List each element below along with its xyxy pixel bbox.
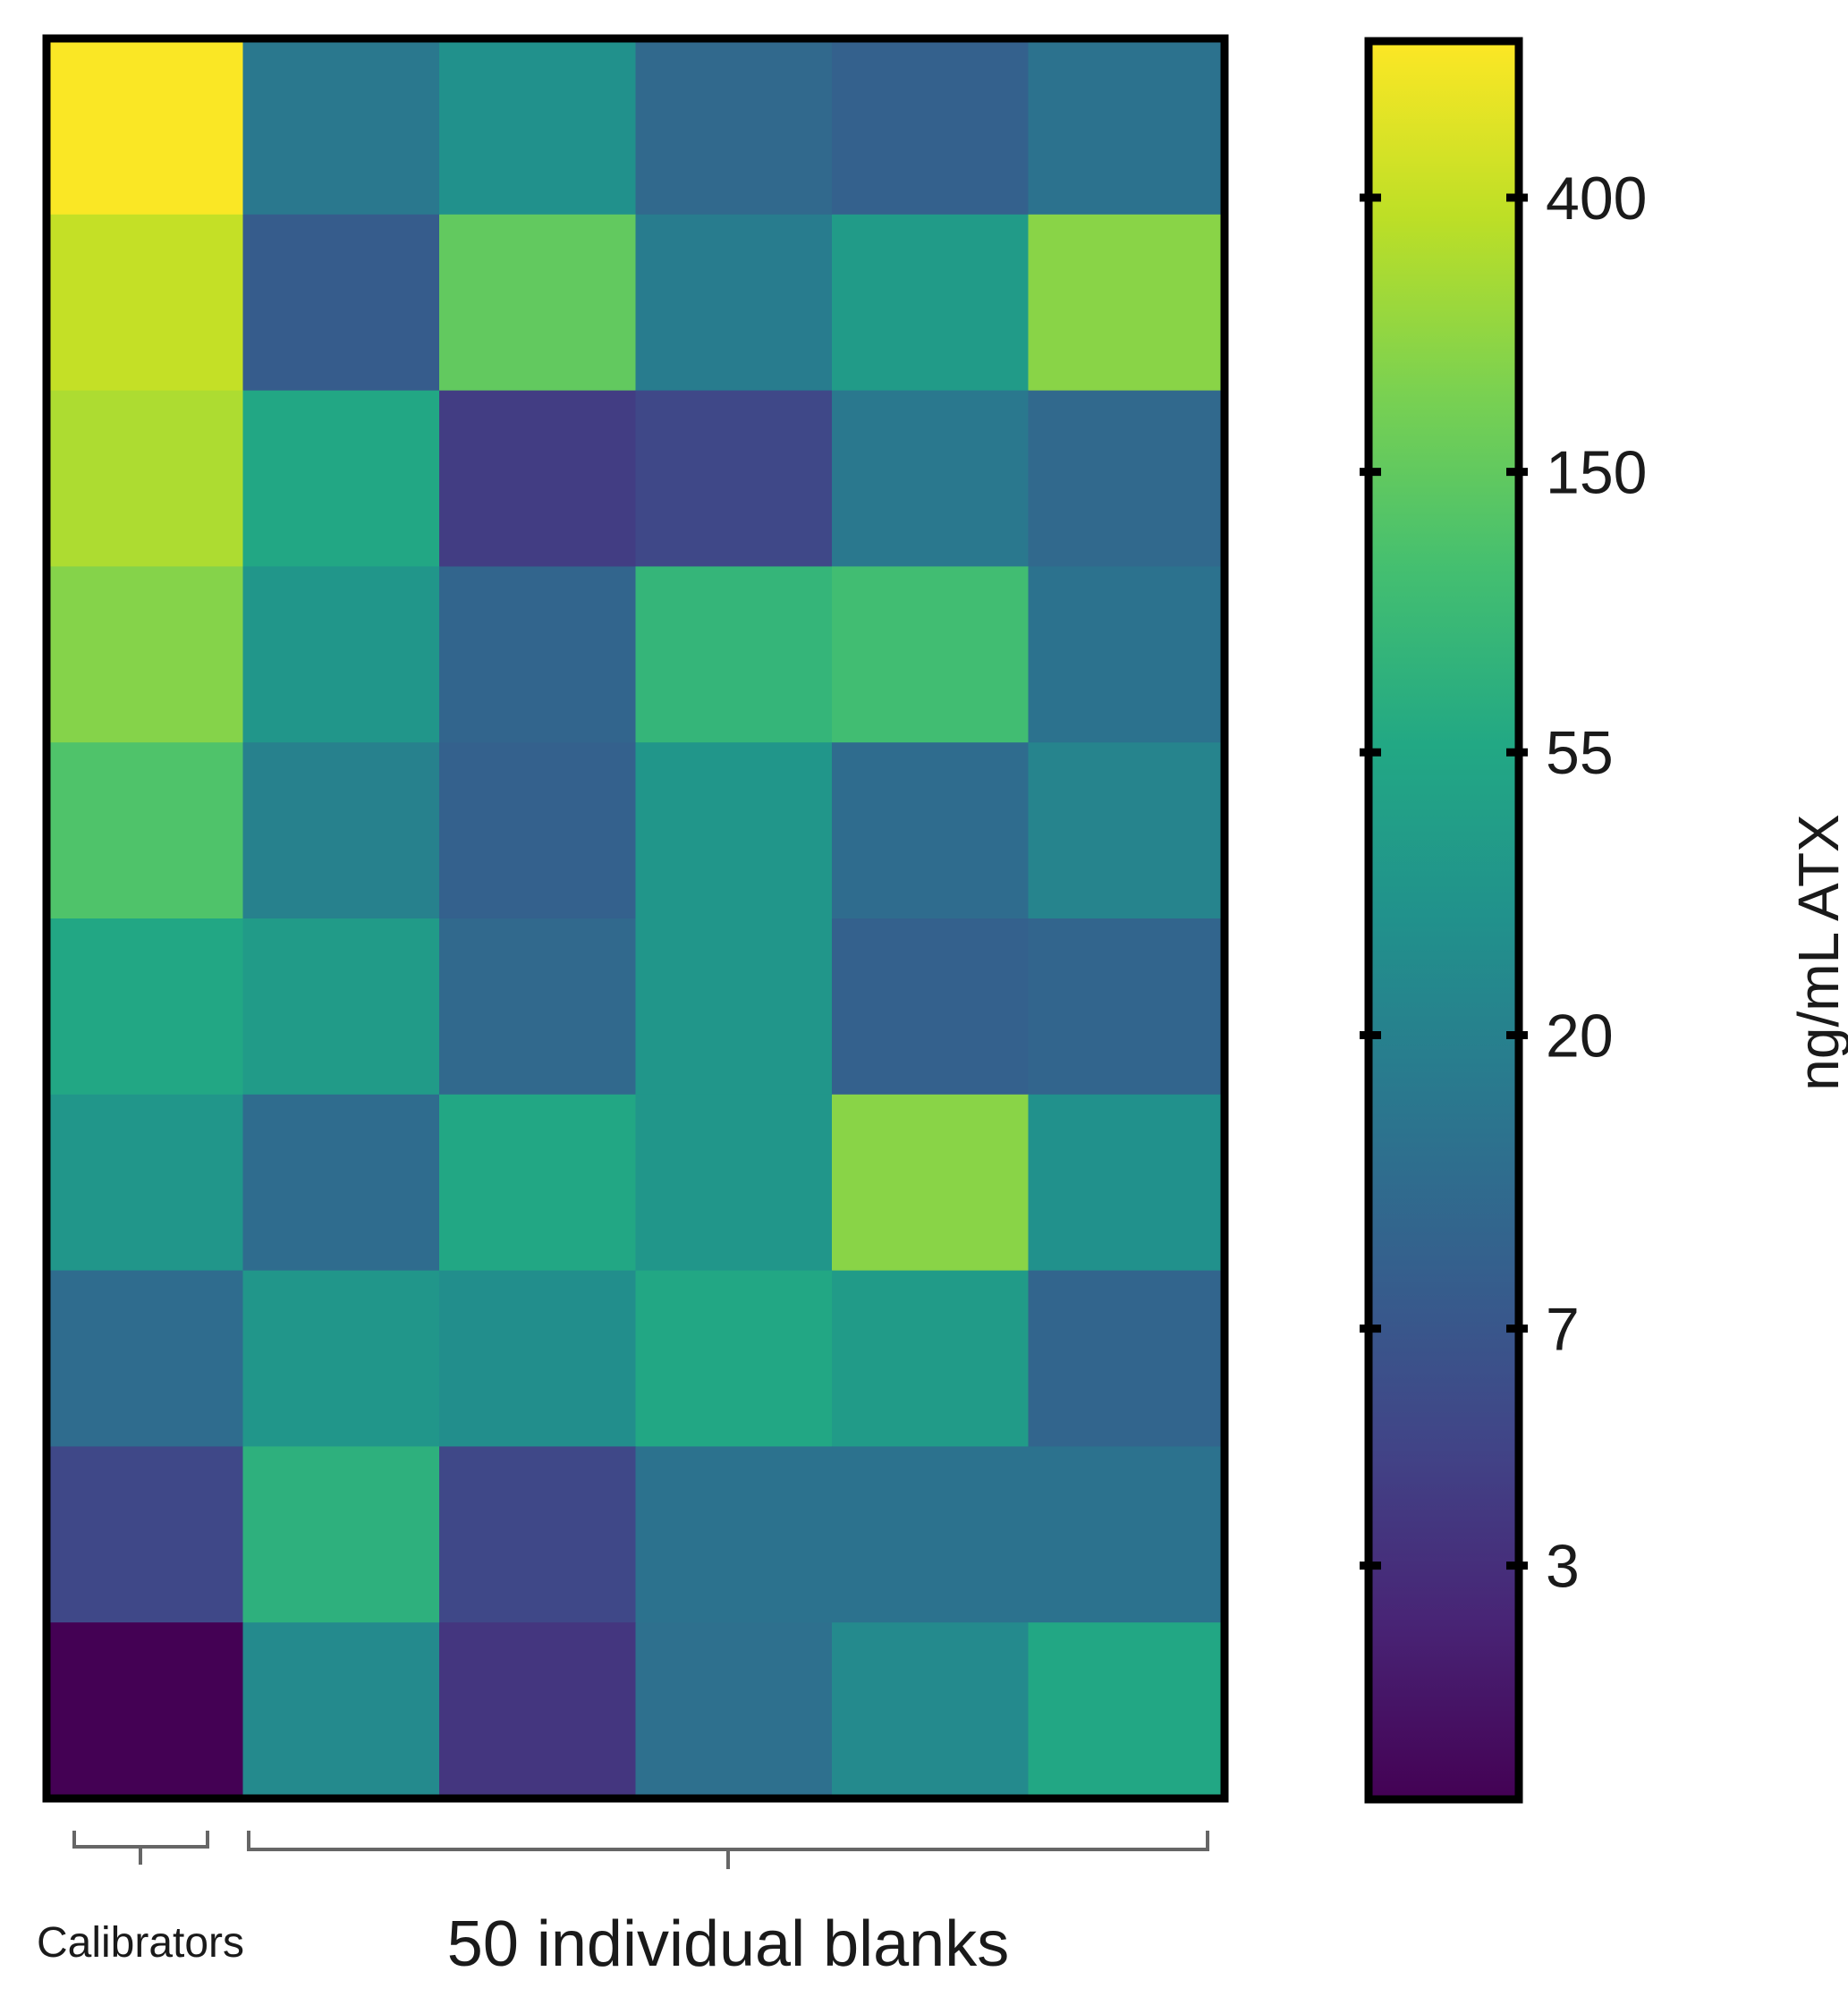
calibrator-cell <box>47 38 244 216</box>
blank-cell <box>1028 1094 1225 1272</box>
blank-cell <box>832 38 1030 216</box>
blank-cell <box>635 214 833 392</box>
colorbar-ticks: 400 150 55 20 7 3 <box>1360 165 1647 1601</box>
blank-cell <box>832 214 1030 392</box>
blank-cell <box>832 918 1030 1096</box>
blank-cell <box>635 1622 833 1799</box>
blank-cell <box>242 1094 440 1272</box>
blank-cell <box>635 1446 833 1623</box>
blank-cell <box>1028 1270 1225 1447</box>
blank-cell <box>832 1446 1030 1623</box>
blank-cell <box>242 1446 440 1623</box>
blank-cell <box>1028 1446 1225 1623</box>
blank-cell <box>439 566 637 743</box>
blank-cell <box>1028 918 1225 1096</box>
blank-cell <box>1028 566 1225 743</box>
calibrator-cell <box>47 1446 244 1623</box>
blank-cell <box>242 742 440 919</box>
calibrator-cell <box>47 1094 244 1272</box>
blank-cell <box>242 390 440 567</box>
blank-cell <box>635 1094 833 1272</box>
colorbar-tick-label: 150 <box>1546 439 1647 507</box>
blank-cell <box>439 918 637 1096</box>
blank-cell <box>832 1622 1030 1799</box>
blank-cell <box>439 390 637 567</box>
calibrator-cell <box>47 1622 244 1799</box>
blank-cell <box>439 1270 637 1447</box>
blank-cell <box>635 1270 833 1447</box>
blank-cell <box>1028 390 1225 567</box>
calibrator-cell <box>47 1270 244 1447</box>
colorbar-label: ng/mL ATX <box>1786 814 1848 1090</box>
blank-cell <box>242 1622 440 1799</box>
blank-cell <box>635 390 833 567</box>
calibrator-cell <box>47 566 244 743</box>
calibrator-cell <box>47 214 244 392</box>
blank-cell <box>635 918 833 1096</box>
blank-cell <box>1028 38 1225 216</box>
blank-cell <box>439 1622 637 1799</box>
colorbar-tick-label: 55 <box>1546 719 1614 787</box>
blank-cell <box>242 566 440 743</box>
colorbar-tick-label: 20 <box>1546 1002 1614 1070</box>
blank-cell <box>242 38 440 216</box>
blank-cell <box>1028 1622 1225 1799</box>
blank-cell <box>635 742 833 919</box>
blank-cell <box>439 1094 637 1272</box>
blank-cell <box>635 566 833 743</box>
calibrators-bracket <box>72 1831 209 1865</box>
blank-cell <box>1028 214 1225 392</box>
blanks-bracket <box>247 1831 1209 1869</box>
blank-cell <box>242 1270 440 1447</box>
blank-cell <box>1028 742 1225 919</box>
colorbar <box>1364 37 1523 1804</box>
blank-cell <box>832 1270 1030 1447</box>
colorbar-tick-label: 3 <box>1546 1533 1580 1601</box>
blanks-label: 50 individual blanks <box>447 1908 1009 1980</box>
calibrator-cell <box>47 742 244 919</box>
blank-cell <box>439 1446 637 1623</box>
colorbar-tick-label: 7 <box>1546 1296 1580 1364</box>
blank-cell <box>832 1094 1030 1272</box>
calibrators-label: Calibrators <box>37 1919 244 1967</box>
blank-cell <box>832 390 1030 567</box>
heatmap-grid <box>47 38 1225 1799</box>
heatmap-border <box>42 34 1229 1803</box>
calibrator-cell <box>47 918 244 1096</box>
blank-cell <box>242 918 440 1096</box>
colorbar-tick-label: 400 <box>1546 165 1647 233</box>
blank-cell <box>242 214 440 392</box>
blank-cell <box>832 742 1030 919</box>
blank-cell <box>439 38 637 216</box>
blank-cell <box>439 214 637 392</box>
blank-cell <box>832 566 1030 743</box>
calibrator-cell <box>47 390 244 567</box>
blank-cell <box>635 38 833 216</box>
blank-cell <box>439 742 637 919</box>
